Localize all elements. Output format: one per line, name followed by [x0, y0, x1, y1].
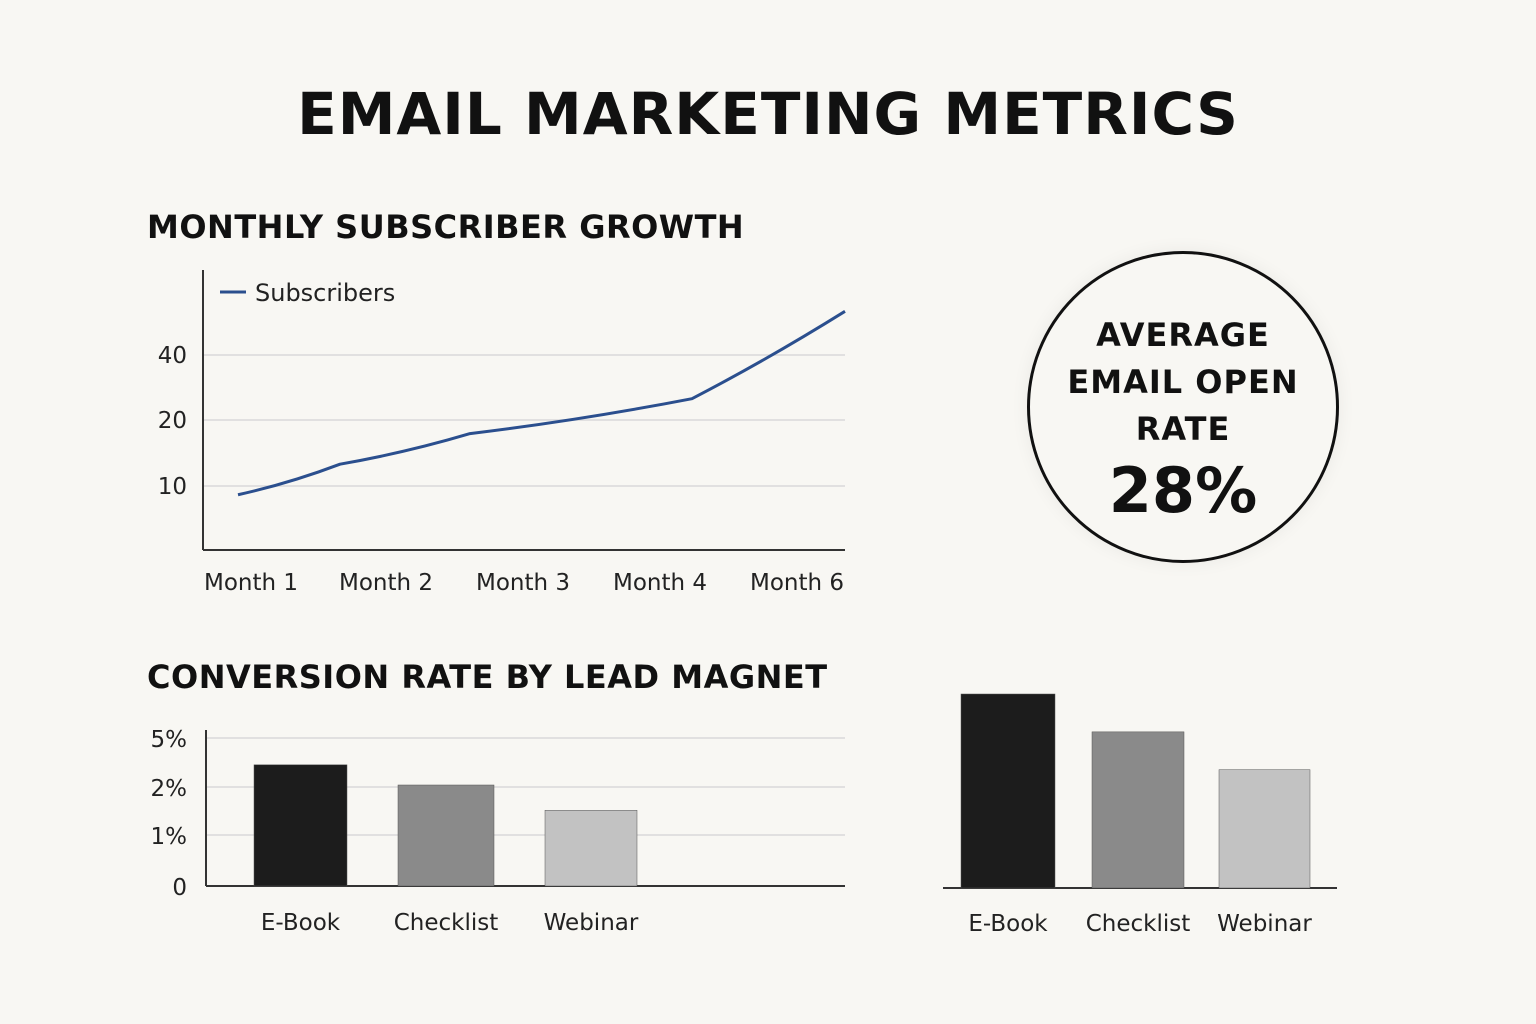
bar-checklist [1091, 731, 1185, 889]
open-rate-label-line: RATE [1135, 410, 1231, 448]
open-rate-label-line: EMAIL OPEN [1067, 363, 1299, 401]
x-tick-label: Month 3 [476, 570, 570, 596]
bar-chart-title: CONVERSION RATE BY LEAD MAGNET [147, 658, 828, 696]
x-tick-label: Month 2 [339, 570, 433, 596]
y-tick-label: 1% [151, 824, 188, 850]
y-tick-label: 40 [158, 343, 187, 369]
bar-ebook [960, 693, 1056, 889]
x-tick-label: Month 4 [613, 570, 707, 596]
x-tick-label: Month 6 [750, 570, 844, 596]
line-chart-title: MONTHLY SUBSCRIBER GROWTH [147, 208, 745, 246]
x-tick-label: Month 1 [204, 570, 298, 596]
bar-checklist [397, 784, 495, 887]
bar-ebook [253, 764, 348, 887]
legend-label: Subscribers [255, 279, 395, 307]
page-title: EMAIL MARKETING METRICS [297, 80, 1239, 148]
y-tick-label: 10 [158, 474, 187, 500]
y-tick-label: 0 [172, 875, 187, 901]
series-line-subscribers [237, 310, 846, 497]
open-rate-value: 28% [1108, 454, 1258, 527]
bar-webinar [1218, 769, 1311, 889]
x-tick-label: Checklist [394, 910, 499, 936]
x-tick-label: E-Book [261, 910, 341, 936]
x-tick-label: Checklist [1086, 911, 1191, 937]
bar-webinar [544, 810, 638, 887]
open-rate-badge: AVERAGE EMAIL OPEN RATE 28% [1027, 251, 1339, 563]
y-tick-label: 20 [158, 408, 187, 434]
y-tick-label: 5% [151, 727, 188, 753]
y-tick-label: 2% [151, 776, 188, 802]
x-tick-label: E-Book [968, 911, 1048, 937]
open-rate-label: AVERAGE EMAIL OPEN RATE [1030, 312, 1336, 453]
x-tick-label: Webinar [544, 910, 639, 936]
open-rate-label-line: AVERAGE [1096, 316, 1270, 354]
x-tick-label: Webinar [1217, 911, 1312, 937]
